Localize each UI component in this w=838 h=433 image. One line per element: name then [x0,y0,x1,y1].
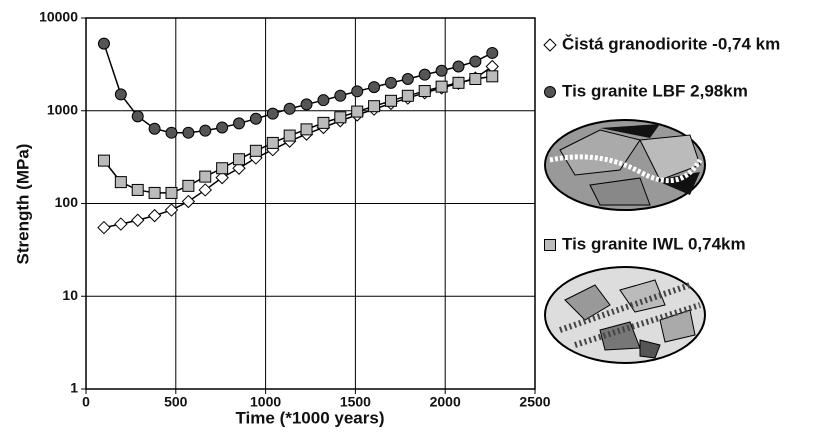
marker [147,208,162,223]
y-tick-label: 10 [62,287,78,303]
marker [114,217,128,231]
x-tick-label: 2500 [519,394,550,410]
marker [182,179,195,192]
marker [401,72,414,85]
marker [334,89,347,102]
marker [351,105,364,118]
marker [317,94,330,107]
marker [401,89,414,102]
legend-marker [544,239,556,251]
marker [469,72,482,85]
x-tick-label: 1500 [340,394,371,410]
x-tick-label: 1000 [250,394,281,410]
y-tick-label: 10000 [39,9,78,25]
marker [486,46,499,59]
marker [249,144,262,157]
marker [131,183,144,196]
marker [469,55,482,68]
y-tick-label: 1 [70,380,78,396]
marker [97,154,110,167]
marker [300,123,313,136]
marker [165,186,178,199]
marker [486,70,499,83]
y-tick-label: 100 [55,194,79,210]
marker [198,183,212,197]
series [97,37,499,139]
marker [216,121,229,134]
legend-label: Tis granite IWL 0,74km [562,234,746,253]
rock-illustration-lbf [544,119,706,211]
marker [199,170,212,183]
marker [182,126,195,139]
marker [181,194,196,209]
marker [215,170,229,185]
marker [165,126,178,139]
marker [249,112,262,125]
marker [283,102,296,115]
marker [334,111,347,124]
marker [233,117,246,130]
marker [418,85,431,98]
y-axis-title: Strength (MPa) [13,144,32,265]
marker [131,213,145,227]
marker [452,60,465,73]
marker [233,153,246,166]
marker [300,98,313,111]
marker [317,116,330,129]
marker [97,220,111,235]
marker [114,88,127,101]
marker [435,64,448,77]
marker [216,162,229,175]
marker [368,81,381,94]
legend-marker [544,86,556,98]
marker [418,68,431,81]
series [97,70,499,199]
legend-label: Čistá granodiorite -0,74 km [562,34,780,53]
marker [114,176,127,189]
marker [266,107,279,120]
marker [452,76,465,89]
y-tick-label: 1000 [47,101,78,117]
x-tick-label: 2000 [430,394,461,410]
marker [199,124,212,137]
legend-label: Tis granite LBF 2,98km [562,81,748,100]
marker [164,203,179,217]
marker [266,136,279,149]
marker [131,110,144,123]
marker [283,129,296,142]
x-tick-label: 500 [164,394,188,410]
marker [97,37,110,50]
legend-marker [543,38,557,52]
marker [368,100,381,113]
marker [384,94,397,107]
marker [384,76,397,89]
marker [148,186,161,199]
rock-illustration-iwl [544,266,706,364]
marker [148,122,161,135]
marker [435,80,448,93]
x-tick-label: 0 [82,394,90,410]
x-axis-title: Time (*1000 years) [235,408,384,427]
marker [351,85,364,98]
